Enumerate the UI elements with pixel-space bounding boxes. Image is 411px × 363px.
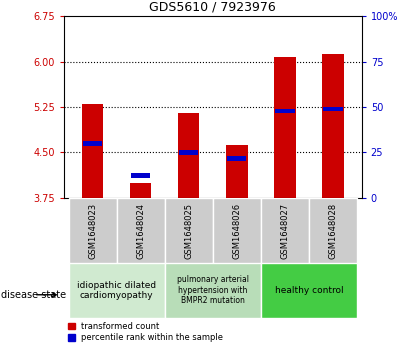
Title: GDS5610 / 7923976: GDS5610 / 7923976 xyxy=(149,1,276,14)
Text: GSM1648024: GSM1648024 xyxy=(136,203,145,258)
Bar xyxy=(69,263,165,318)
Bar xyxy=(322,54,344,198)
Bar xyxy=(227,156,247,161)
Bar xyxy=(213,198,261,263)
Bar xyxy=(323,107,343,111)
Bar xyxy=(69,198,117,263)
Text: pulmonary arterial
hypertension with
BMPR2 mutation: pulmonary arterial hypertension with BMP… xyxy=(177,276,249,305)
Bar xyxy=(117,198,165,263)
Bar xyxy=(165,263,261,318)
Bar xyxy=(165,198,213,263)
Bar xyxy=(275,109,295,114)
Text: GSM1648028: GSM1648028 xyxy=(328,203,337,258)
Text: GSM1648027: GSM1648027 xyxy=(280,203,289,258)
Bar xyxy=(131,174,150,178)
Bar xyxy=(130,183,151,198)
Bar xyxy=(226,145,247,198)
Bar xyxy=(82,104,103,198)
Text: idiopathic dilated
cardiomyopathy: idiopathic dilated cardiomyopathy xyxy=(77,281,156,300)
Text: GSM1648025: GSM1648025 xyxy=(184,203,193,258)
Legend: transformed count, percentile rank within the sample: transformed count, percentile rank withi… xyxy=(68,322,223,342)
Text: GSM1648026: GSM1648026 xyxy=(232,203,241,258)
Text: healthy control: healthy control xyxy=(275,286,343,295)
Bar xyxy=(274,57,296,198)
Bar xyxy=(261,198,309,263)
Text: disease state: disease state xyxy=(1,290,67,300)
Bar xyxy=(261,263,357,318)
Bar xyxy=(309,198,357,263)
Bar xyxy=(178,113,199,198)
Text: GSM1648023: GSM1648023 xyxy=(88,203,97,258)
Bar xyxy=(83,141,102,146)
Bar xyxy=(179,150,199,155)
